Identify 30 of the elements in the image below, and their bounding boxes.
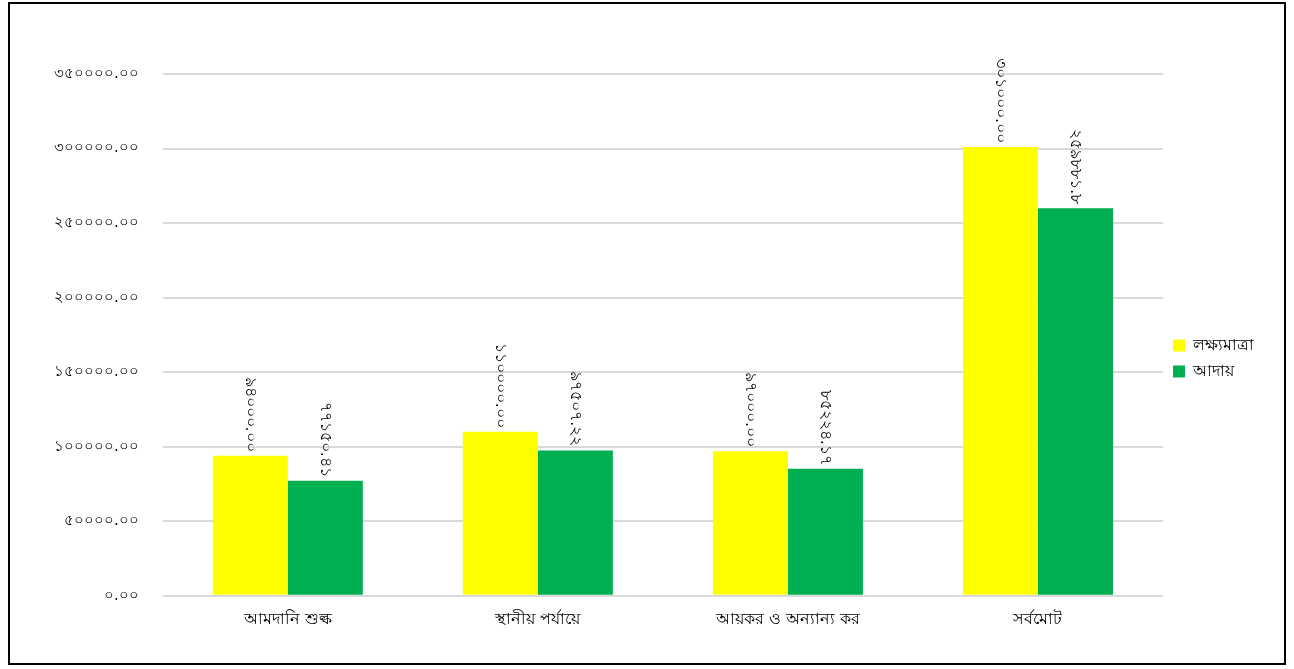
bar [212,455,288,595]
x-tick-label: আমদানি শুল্ক [242,608,333,628]
bar [537,450,613,595]
bar [287,480,363,595]
bar [962,147,1038,595]
y-tick-label: ১৫০০০০.০০ [53,362,139,381]
x-tick-label: সর্বমোট [1012,608,1063,628]
y-tick-label: ৩০০০০০.০০ [53,138,139,157]
y-tick-label: ০.০০ [103,585,139,604]
bar [712,451,788,595]
legend-label: লক্ষ্যমাত্রা [1192,334,1254,354]
y-tick-label: ৩৫০০০০.০০ [53,63,139,82]
data-label: ৯৭০০০.০০ [742,372,762,448]
data-label: ৩০১০০০.০০ [992,57,1012,144]
y-tick-label: ২০০০০০.০০ [53,287,139,306]
data-label: ৯৭৫০৭.২২ [567,371,587,447]
y-tick-label: ১০০০০০.০০ [53,436,139,455]
data-label: ৯৪০০০.০০ [242,376,262,452]
bar [1037,208,1113,595]
y-tick-label: ২৫০০০০.০০ [53,212,139,231]
data-label: ২৫৯৮৮১.৮ [1067,129,1087,206]
x-tick-label: স্থানীয় পর্যায়ে [494,608,582,628]
legend-label: আদায় [1192,360,1235,380]
data-label: ৭৭১৫০.৪১ [317,401,337,477]
bar [462,431,538,595]
data-label: ৮৫২২৪.১৭ [817,389,837,465]
y-tick-label: ৫০০০০.০০ [63,511,139,530]
data-label: ১১০০০০.০০ [492,342,512,428]
bar [787,468,863,595]
x-tick-label: আয়কর ও অন্যান্য কর [714,608,862,628]
